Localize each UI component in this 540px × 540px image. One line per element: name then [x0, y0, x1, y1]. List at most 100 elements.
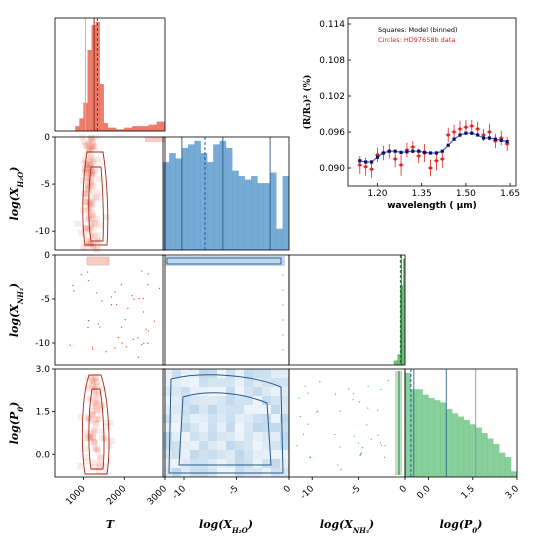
hist-H2O-bar	[175, 158, 183, 251]
density-H2O-P0-cell	[262, 369, 271, 378]
density-H2O-P0-cell	[172, 432, 181, 441]
panel-frame	[288, 368, 406, 478]
density-T-H2O	[88, 212, 95, 219]
scatter-H2O-NH3-point	[282, 334, 284, 336]
inset-x-tick-label: 1.50	[456, 189, 476, 199]
density-T-H2O	[88, 219, 95, 226]
density-T-H2O	[89, 195, 96, 202]
density-T-H2O	[82, 225, 89, 232]
scatter-NH3-P0-point	[307, 392, 309, 394]
scatter-NH3-P0-point	[337, 464, 339, 466]
inset-model-square	[375, 155, 380, 159]
density-H2O-P0-cell	[280, 378, 289, 387]
scatter-T-NH3-point	[72, 284, 74, 287]
density-H2O-P0-cell	[280, 387, 289, 396]
density-T-H2O	[85, 183, 92, 190]
hist-NH3-bar	[393, 360, 398, 366]
density-T-H2O	[89, 143, 96, 150]
density-T-H2O	[89, 136, 96, 143]
density-T-P0	[85, 415, 92, 422]
density-H2O-P0-cell	[172, 423, 181, 432]
scatter-T-NH3-point	[69, 344, 71, 346]
density-T-P0	[101, 434, 108, 441]
density-H2O-P0-cell	[253, 405, 262, 414]
hist-T-bar	[156, 121, 166, 132]
density-T-P0	[89, 408, 96, 415]
scatter-T-NH3-point	[73, 290, 75, 292]
scatter-NH3-P0-point	[348, 388, 350, 390]
hist-P0-bar	[457, 416, 465, 478]
scatter-T-NH3-point	[132, 338, 134, 341]
density-T-H2O	[80, 207, 87, 214]
density-T-H2O	[85, 203, 92, 210]
y-axis-label-NH3: log(XNH₃)	[8, 283, 25, 337]
density-T-H2O	[81, 231, 88, 238]
density-T-P0	[98, 401, 105, 408]
hist-H2O-bar	[232, 170, 239, 251]
density-T-P0	[91, 463, 98, 470]
density-H2O-P0-cell	[262, 378, 271, 387]
inset-x-tick-label: 1.65	[500, 189, 520, 199]
density-T-P0	[101, 462, 108, 469]
density-T-P0	[95, 415, 102, 422]
hist-H2O-bar	[206, 161, 214, 251]
scatter-T-NH3-point	[137, 337, 139, 339]
density-T-H2O	[88, 183, 95, 190]
density-H2O-P0-cell	[262, 432, 271, 441]
density-T-P0	[93, 391, 100, 398]
density-T-H2O	[88, 168, 95, 175]
density-T-P0	[97, 406, 104, 413]
density-H2O-P0-cell	[190, 405, 199, 414]
inset-data-point	[464, 125, 468, 129]
density-T-H2O	[91, 166, 98, 173]
inset-y-tick-label: 0.114	[319, 20, 345, 30]
density-T-H2O	[91, 143, 98, 150]
density-T-P0	[92, 397, 99, 404]
density-T-P0	[88, 376, 95, 383]
x-tick-label: -5	[349, 484, 362, 497]
scatter-T-NH3-point	[153, 320, 156, 322]
density-T-P0	[89, 381, 96, 388]
density-T-P0	[87, 434, 94, 441]
density-T-H2O	[82, 198, 89, 205]
density-H2O-P0-cell	[172, 369, 181, 378]
scatter-T-NH3-point	[117, 336, 120, 339]
inset-x-tick-label: 1.35	[412, 189, 432, 199]
density-H2O-P0-cell	[208, 369, 217, 378]
scatter-NH3-P0-point	[361, 447, 364, 449]
hist-P0-bar	[475, 427, 482, 478]
scatter-NH3-P0-point	[319, 381, 321, 383]
density-T-H2O	[85, 145, 92, 152]
density-H2O-P0-cell	[226, 405, 235, 414]
scatter-H2O-NH3-point	[282, 349, 284, 351]
density-T-H2O	[94, 216, 101, 223]
density-H2O-P0-cell	[253, 441, 262, 450]
density-T-H2O	[92, 168, 99, 175]
density-T-P0	[109, 438, 116, 445]
density-H2O-P0-cell	[190, 369, 199, 378]
scatter-NH3-P0-point	[317, 410, 319, 412]
density-H2O-P0-cell	[190, 387, 199, 396]
density-T-P0	[92, 383, 99, 390]
hist-H2O-bar	[269, 172, 277, 251]
density-T-P0	[91, 376, 98, 383]
density-H2O-P0-cell	[271, 432, 280, 441]
density-H2O-P0-cell	[271, 405, 280, 414]
y-axis-label-P0: log(P0)	[8, 402, 25, 445]
density-H2O-P0-cell	[226, 369, 235, 378]
density-H2O-P0-cell	[253, 369, 262, 378]
x-tick-label: 0	[282, 484, 293, 495]
density-T-H2O	[87, 156, 94, 163]
density-T-P0	[91, 438, 98, 445]
hist-H2O-bar	[169, 153, 176, 251]
inset-model-square	[464, 131, 468, 135]
density-H2O-P0-cell	[190, 378, 199, 387]
density-T-H2O	[87, 137, 94, 144]
density-T-P0	[95, 447, 102, 454]
density-H2O-P0-cell	[253, 387, 262, 396]
density-T-H2O	[87, 223, 94, 230]
density-T-H2O	[81, 157, 88, 164]
density-T-H2O	[89, 201, 96, 208]
density-T-P0	[77, 414, 84, 421]
density-H2O-P0-cell	[262, 450, 271, 459]
